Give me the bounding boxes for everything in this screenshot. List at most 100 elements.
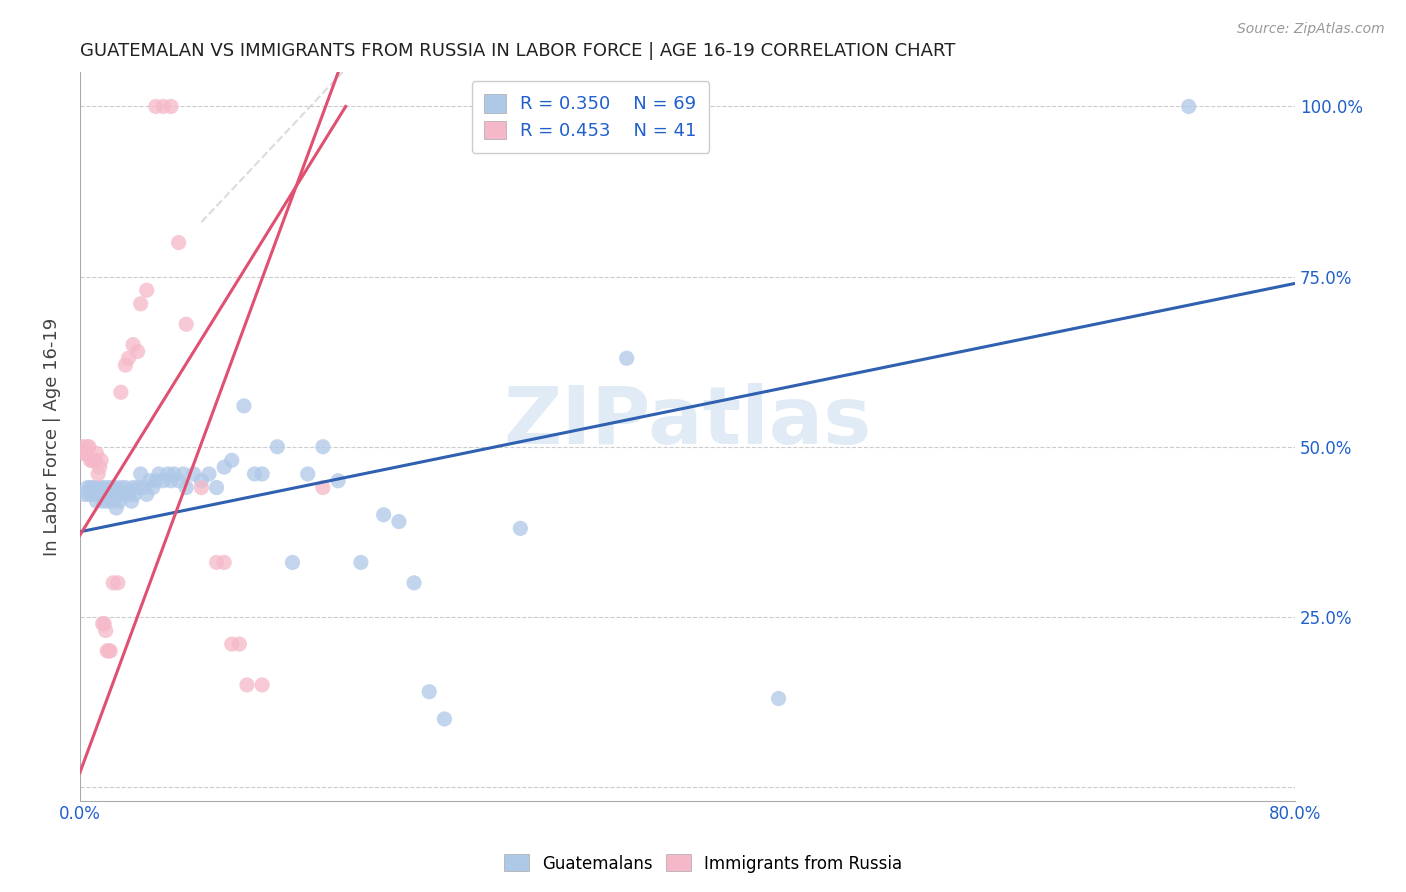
Text: ZIPatlas: ZIPatlas xyxy=(503,383,872,461)
Point xyxy=(232,399,254,413)
Point xyxy=(86,494,108,508)
Point xyxy=(77,487,100,501)
Point xyxy=(236,678,259,692)
Point xyxy=(114,481,136,495)
Point xyxy=(110,385,132,400)
Point xyxy=(96,644,118,658)
Point xyxy=(107,487,129,501)
Point xyxy=(73,487,96,501)
Point xyxy=(111,487,134,501)
Point xyxy=(205,556,228,570)
Point xyxy=(87,481,110,495)
Point xyxy=(114,358,136,372)
Point xyxy=(350,556,373,570)
Point xyxy=(127,481,149,495)
Point xyxy=(768,691,790,706)
Point xyxy=(73,446,96,460)
Point xyxy=(127,344,149,359)
Point xyxy=(121,494,143,508)
Point xyxy=(94,481,117,495)
Point xyxy=(190,481,212,495)
Point xyxy=(105,500,128,515)
Point xyxy=(152,474,174,488)
Point xyxy=(91,494,114,508)
Point xyxy=(90,453,112,467)
Point xyxy=(103,575,125,590)
Point xyxy=(145,99,167,113)
Point xyxy=(167,474,190,488)
Point xyxy=(89,487,111,501)
Point xyxy=(402,575,425,590)
Y-axis label: In Labor Force | Age 16-19: In Labor Force | Age 16-19 xyxy=(44,318,60,556)
Point xyxy=(616,351,638,366)
Point xyxy=(198,467,221,481)
Point xyxy=(221,453,243,467)
Point xyxy=(221,637,243,651)
Point xyxy=(160,474,183,488)
Legend: R = 0.350    N = 69, R = 0.453    N = 41: R = 0.350 N = 69, R = 0.453 N = 41 xyxy=(471,81,710,153)
Point xyxy=(243,467,266,481)
Point xyxy=(96,494,118,508)
Point xyxy=(80,487,103,501)
Point xyxy=(89,460,111,475)
Point xyxy=(418,684,440,698)
Point xyxy=(326,474,349,488)
Point xyxy=(132,481,155,495)
Point xyxy=(122,337,145,351)
Point xyxy=(312,440,335,454)
Point xyxy=(167,235,190,250)
Point xyxy=(1177,99,1199,113)
Point xyxy=(110,481,132,495)
Point xyxy=(80,453,103,467)
Point xyxy=(135,487,157,501)
Point xyxy=(174,317,197,331)
Point xyxy=(373,508,395,522)
Point xyxy=(205,481,228,495)
Point xyxy=(107,575,129,590)
Point xyxy=(72,440,94,454)
Point xyxy=(83,481,105,495)
Point xyxy=(433,712,456,726)
Point xyxy=(117,487,139,501)
Point xyxy=(93,616,115,631)
Point xyxy=(212,460,235,475)
Point xyxy=(79,453,101,467)
Point xyxy=(312,481,335,495)
Point xyxy=(83,453,105,467)
Point xyxy=(103,487,125,501)
Point xyxy=(104,481,127,495)
Point xyxy=(174,481,197,495)
Point xyxy=(94,624,117,638)
Point xyxy=(250,678,273,692)
Point xyxy=(163,467,186,481)
Point xyxy=(76,440,98,454)
Point xyxy=(190,474,212,488)
Point xyxy=(129,467,152,481)
Point xyxy=(76,481,98,495)
Point xyxy=(148,467,170,481)
Point xyxy=(97,644,120,658)
Point xyxy=(509,521,531,535)
Point xyxy=(135,283,157,297)
Point xyxy=(97,487,120,501)
Point xyxy=(281,556,304,570)
Point xyxy=(139,474,162,488)
Point xyxy=(90,481,112,495)
Point xyxy=(228,637,250,651)
Point xyxy=(100,494,122,508)
Text: Source: ZipAtlas.com: Source: ZipAtlas.com xyxy=(1237,22,1385,37)
Legend: Guatemalans, Immigrants from Russia: Guatemalans, Immigrants from Russia xyxy=(496,847,910,880)
Point xyxy=(86,446,108,460)
Point xyxy=(79,481,101,495)
Point xyxy=(98,644,121,658)
Point xyxy=(145,474,167,488)
Point xyxy=(142,481,165,495)
Point xyxy=(388,515,411,529)
Point xyxy=(129,297,152,311)
Point xyxy=(108,494,131,508)
Point xyxy=(91,616,114,631)
Point xyxy=(297,467,319,481)
Point xyxy=(250,467,273,481)
Point xyxy=(183,467,205,481)
Point xyxy=(160,99,183,113)
